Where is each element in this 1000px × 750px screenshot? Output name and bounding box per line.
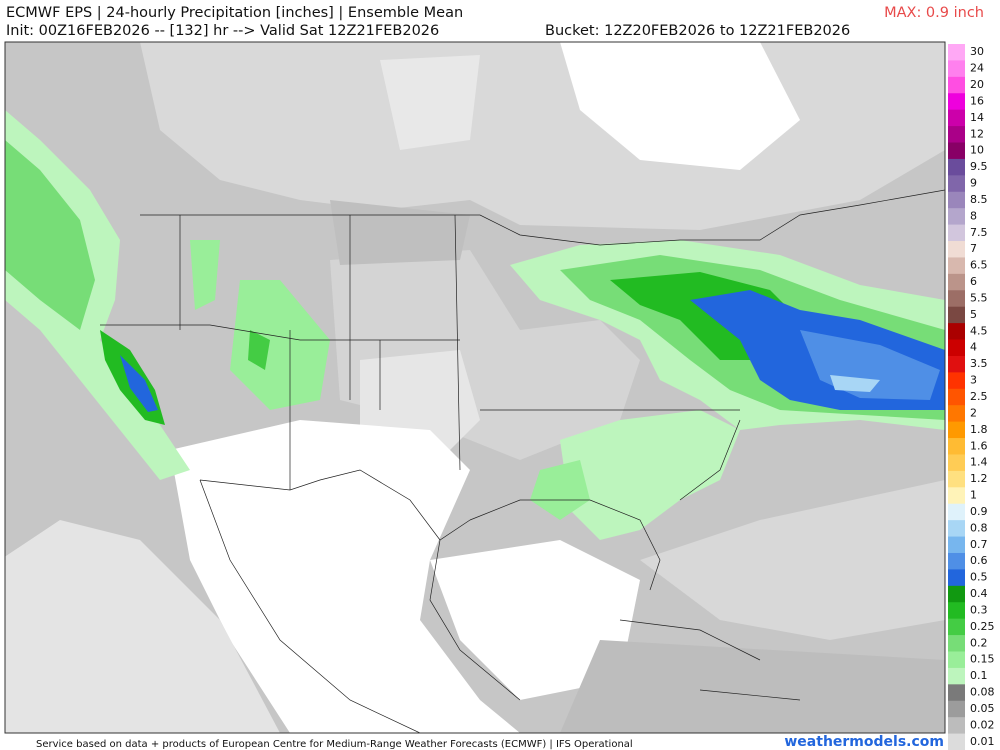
colorbar-swatch	[948, 618, 965, 636]
colorbar-swatch	[948, 273, 965, 291]
colorbar-label: 4	[970, 341, 977, 354]
colorbar-swatch	[948, 290, 965, 308]
colorbar-label: 0.02	[970, 718, 995, 731]
colorbar-label: 0.25	[970, 620, 995, 633]
colorbar-swatch	[948, 421, 965, 439]
colorbar-swatch	[948, 667, 965, 685]
colorbar-label: 3	[970, 374, 977, 387]
colorbar-label: 8	[970, 209, 977, 222]
colorbar-label: 2.5	[970, 390, 988, 403]
colorbar-label: 0.8	[970, 521, 988, 534]
colorbar-swatch	[948, 717, 965, 735]
colorbar-label: 0.08	[970, 686, 995, 699]
colorbar-label: 0.2	[970, 636, 988, 649]
colorbar-label: 1	[970, 489, 977, 502]
colorbar-swatch	[948, 60, 965, 78]
colorbar-label: 9	[970, 177, 977, 190]
colorbar-label: 0.15	[970, 653, 995, 666]
colorbar-swatch	[948, 684, 965, 702]
colorbar-label: 0.5	[970, 571, 988, 584]
max-value: MAX: 0.9 inch	[884, 5, 984, 21]
colorbar-label: 1.4	[970, 456, 988, 469]
colorbar-label: 10	[970, 144, 984, 157]
colorbar-label: 5.5	[970, 291, 988, 304]
title: ECMWF EPS | 24-hourly Precipitation [inc…	[6, 5, 464, 21]
colorbar-label: 0.6	[970, 554, 988, 567]
site: weathermodels.com	[784, 734, 944, 750]
colorbar-swatch	[948, 93, 965, 111]
colorbar-label: 1.2	[970, 472, 988, 485]
colorbar-label: 4.5	[970, 324, 988, 337]
colorbar-swatch	[948, 454, 965, 472]
colorbar-label: 1.8	[970, 423, 988, 436]
colorbar-label: 9.5	[970, 160, 988, 173]
colorbar-swatch	[948, 142, 965, 160]
colorbar-swatch	[948, 126, 965, 144]
colorbar-swatch	[948, 602, 965, 620]
colorbar-swatch	[948, 44, 965, 61]
colorbar-label: 0.05	[970, 702, 995, 715]
colorbar-swatch	[948, 552, 965, 570]
colorbar-swatch	[948, 438, 965, 455]
colorbar-label: 1.6	[970, 439, 988, 452]
colorbar-swatch	[948, 76, 965, 94]
map	[5, 42, 945, 733]
colorbar-label: 14	[970, 111, 984, 124]
colorbar-swatch	[948, 733, 965, 750]
colorbar-swatch	[948, 700, 965, 718]
colorbar-swatch	[948, 109, 965, 127]
colorbar-label: 7.5	[970, 226, 988, 239]
colorbar-label: 3.5	[970, 357, 988, 370]
colorbar-swatch	[948, 306, 965, 324]
colorbar-swatch	[948, 191, 965, 209]
colorbar-swatch	[948, 388, 965, 406]
colorbar-label: 6	[970, 275, 977, 288]
colorbar-swatch	[948, 208, 965, 226]
colorbar-label: 20	[970, 78, 984, 91]
colorbar-swatch	[948, 503, 965, 521]
colorbar-swatch	[948, 175, 965, 193]
colorbar-swatch	[948, 323, 965, 341]
colorbar-label: 24	[970, 62, 984, 75]
colorbar-swatch	[948, 651, 965, 669]
colorbar-swatch	[948, 585, 965, 603]
colorbar-swatch	[948, 470, 965, 488]
colorbar: 302420161412109.598.587.576.565.554.543.…	[948, 44, 995, 750]
colorbar-label: 0.1	[970, 669, 988, 682]
colorbar-label: 12	[970, 127, 984, 140]
colorbar-swatch	[948, 536, 965, 554]
bucket-line: Bucket: 12Z20FEB2026 to 12Z21FEB2026	[545, 23, 851, 39]
colorbar-swatch	[948, 339, 965, 357]
map-frame	[4, 41, 946, 734]
colorbar-label: 0.3	[970, 603, 988, 616]
colorbar-swatch	[948, 569, 965, 587]
colorbar-swatch	[948, 224, 965, 242]
colorbar-swatch	[948, 355, 965, 373]
colorbar-label: 30	[970, 45, 984, 58]
colorbar-label: 0.01	[970, 735, 995, 748]
colorbar-label: 5	[970, 308, 977, 321]
colorbar-swatch	[948, 520, 965, 538]
colorbar-label: 16	[970, 94, 984, 107]
colorbar-label: 6.5	[970, 259, 988, 272]
colorbar-label: 2	[970, 406, 977, 419]
colorbar-label: 0.7	[970, 538, 988, 551]
colorbar-label: 7	[970, 242, 977, 255]
colorbar-swatch	[948, 405, 965, 423]
colorbar-label: 0.9	[970, 505, 988, 518]
colorbar-label: 0.4	[970, 587, 988, 600]
colorbar-swatch	[948, 635, 965, 652]
colorbar-swatch	[948, 487, 965, 505]
colorbar-swatch	[948, 241, 965, 258]
credit: Service based on data + products of Euro…	[36, 739, 633, 750]
init-line: Init: 00Z16FEB2026 -- [132] hr --> Valid…	[6, 23, 440, 39]
colorbar-swatch	[948, 158, 965, 176]
colorbar-swatch	[948, 257, 965, 275]
colorbar-label: 8.5	[970, 193, 988, 206]
colorbar-swatch	[948, 372, 965, 390]
